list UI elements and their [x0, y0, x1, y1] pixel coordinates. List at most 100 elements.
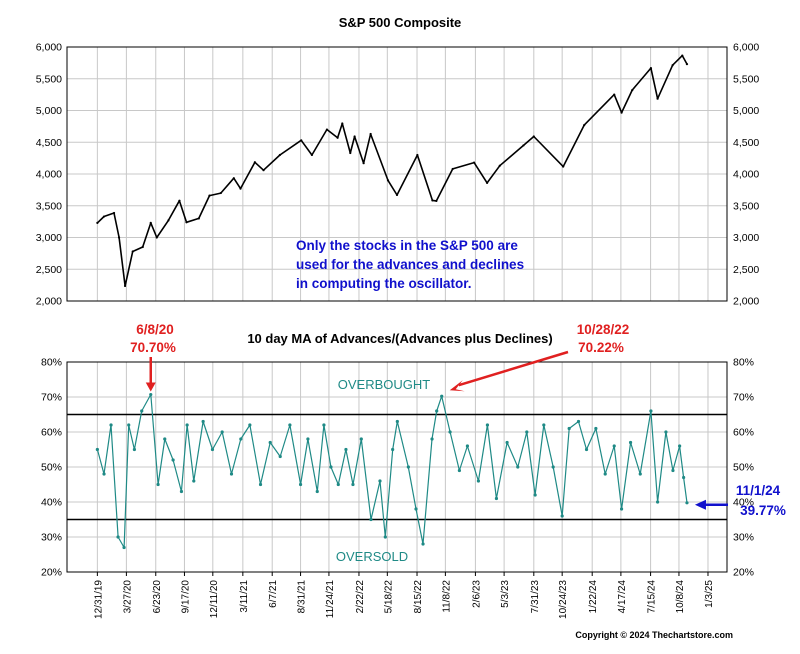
oscillator-data-point	[671, 468, 675, 473]
sp500-data-point	[671, 64, 674, 67]
y-tick-label-left: 20%	[41, 567, 62, 579]
sp500-data-point	[232, 177, 235, 180]
y-tick-label-left: 4,000	[36, 169, 62, 181]
y-tick-label-left: 2,000	[36, 296, 62, 308]
sp500-data-point	[141, 245, 144, 249]
oscillator-series-line	[96, 393, 688, 549]
x-tick-label: 6/7/21	[268, 580, 279, 608]
sp500-data-point	[239, 187, 242, 190]
oscillator-data-point	[421, 542, 425, 546]
sp500-data-point	[649, 67, 653, 70]
oscillator-data-point	[682, 475, 686, 480]
sp500-data-point	[96, 221, 99, 224]
sp500-data-point	[208, 194, 211, 197]
sp500-data-point	[395, 193, 399, 197]
oscillator-data-point	[619, 507, 624, 511]
oscillator-data-point	[179, 489, 184, 494]
oscillator-data-point	[603, 472, 607, 476]
sp500-data-point	[431, 199, 434, 202]
chart-title: S&P 500 Composite	[339, 15, 462, 30]
y-tick-label-right: 20%	[733, 567, 754, 579]
annotation-date: 10/28/22	[577, 322, 630, 337]
sp500-data-point	[681, 54, 684, 57]
oscillator-data-point	[306, 437, 310, 441]
x-tick-label: 5/18/22	[383, 580, 394, 614]
oscillator-data-point	[551, 465, 555, 469]
sp500-data-point	[253, 161, 256, 164]
annotation-arrowhead	[145, 382, 156, 392]
y-tick-label-right: 30%	[733, 532, 754, 544]
x-tick-label: 5/3/23	[500, 580, 511, 608]
sp500-data-point	[178, 199, 181, 202]
y-tick-label-left: 40%	[41, 497, 62, 509]
y-tick-label-right: 3,000	[733, 232, 759, 244]
sp500-data-point	[349, 151, 352, 155]
oscillator-data-point	[649, 409, 653, 413]
oscillator-data-point	[457, 468, 461, 473]
oscillator-data-point	[116, 535, 120, 539]
x-tick-label: 2/22/22	[355, 580, 366, 614]
oscillator-data-point	[351, 482, 355, 487]
oscillator-data-point	[576, 419, 581, 424]
oscillator-data-point	[594, 426, 598, 431]
sp500-data-point	[613, 93, 616, 96]
x-tick-label: 12/31/19	[93, 580, 104, 619]
copyright-text: Copyright © 2024 Thechartstore.com	[575, 630, 733, 640]
annotation-date: 11/1/24	[736, 483, 781, 498]
y-tick-label-left: 5,000	[36, 105, 62, 117]
y-tick-label-right: 60%	[733, 427, 754, 439]
oscillator-data-point	[542, 423, 546, 427]
plot-frame	[66, 361, 728, 573]
sp500-data-point	[620, 111, 623, 114]
oscillator-data-point	[248, 423, 252, 427]
oscillator-data-point	[315, 489, 319, 494]
oscillator-data-point	[655, 500, 660, 504]
sp500-data-point	[149, 221, 152, 224]
y-tick-label-right: 4,500	[733, 137, 759, 149]
chart-title: 10 day MA of Advances/(Advances plus Dec…	[247, 331, 552, 346]
y-tick-label-left: 30%	[41, 532, 62, 544]
y-tick-label-left: 3,000	[36, 232, 62, 244]
x-tick-label: 10/8/24	[675, 580, 686, 614]
y-tick-label-left: 80%	[41, 357, 62, 369]
y-tick-label-right: 3,500	[733, 200, 759, 212]
x-tick-label: 11/8/22	[441, 580, 452, 613]
oscillator-data-point	[322, 423, 326, 427]
sp500-data-point	[451, 167, 454, 171]
oscillator-data-point	[229, 472, 234, 476]
x-tick-label: 1/22/24	[588, 580, 599, 614]
y-tick-label-right: 50%	[733, 462, 754, 474]
oscillator-data-point	[525, 430, 529, 434]
y-tick-label-left: 50%	[41, 462, 62, 474]
oscillator-data-point	[628, 440, 633, 445]
oscillator-data-point	[678, 444, 682, 448]
x-tick-label: 10/24/23	[558, 580, 569, 619]
annotation-arrow	[458, 350, 569, 387]
sp500-data-point	[278, 153, 281, 157]
sp500-data-point	[325, 128, 329, 131]
x-tick-label: 3/27/20	[122, 580, 133, 614]
x-tick-label: 9/17/20	[180, 580, 191, 614]
y-tick-label-right: 2,500	[733, 264, 759, 276]
oscillator-data-point	[465, 444, 470, 448]
x-tick-label: 8/31/21	[297, 580, 308, 614]
annotation-value: 70.22%	[578, 340, 624, 355]
sp500-data-point	[336, 136, 339, 139]
oscillator-data-point	[664, 430, 668, 434]
sp500-data-point	[562, 165, 565, 168]
sp500-data-point	[131, 250, 134, 253]
sp500-data-point	[310, 153, 314, 157]
sp500-data-point	[386, 179, 390, 182]
annotation-value: 39.77%	[740, 503, 786, 518]
oscillator-data-point	[612, 444, 616, 448]
oscillator-data-point	[258, 482, 263, 487]
sp500-data-point	[102, 215, 106, 218]
x-tick-label: 7/31/23	[530, 580, 541, 614]
oscillator-data-point	[476, 479, 481, 483]
y-tick-label-left: 3,500	[36, 200, 62, 212]
annotation-date: 6/8/20	[136, 322, 174, 337]
oscillator-data-point	[239, 437, 243, 441]
x-tick-label: 12/11/20	[209, 580, 220, 619]
oscillator-data-point	[567, 426, 571, 431]
oscillator-data-point	[220, 430, 224, 434]
